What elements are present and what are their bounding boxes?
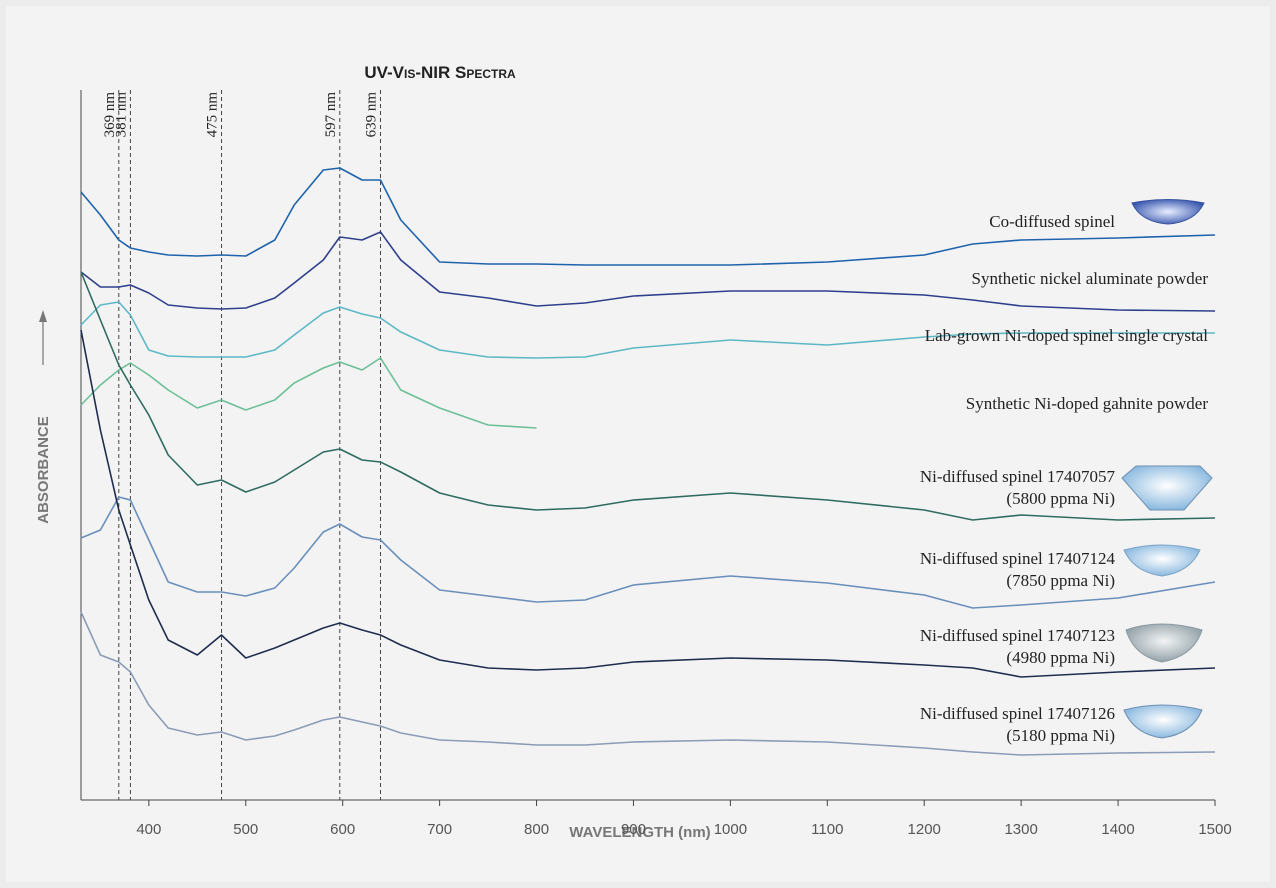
y-axis-label: ABSORBANCE xyxy=(35,416,52,524)
marker-label: 381 nm xyxy=(113,92,129,138)
x-tick-label: 1300 xyxy=(1004,821,1037,838)
y-arrow xyxy=(39,310,47,365)
x-tick-label: 500 xyxy=(233,821,258,838)
series-label: Co-diffused spinel xyxy=(989,212,1115,231)
series-note: (5800 ppma Ni) xyxy=(1006,489,1115,508)
series-note: (5180 ppma Ni) xyxy=(1006,726,1115,745)
series-label: Ni-diffused spinel 17407123 xyxy=(920,626,1115,645)
gem-icons xyxy=(1121,199,1213,739)
spectrum-line xyxy=(80,496,1216,609)
spectrum-line xyxy=(80,301,1215,359)
spectrum-line xyxy=(80,231,1216,312)
spectrum-line xyxy=(80,167,1216,266)
spectrum-line xyxy=(80,271,1216,521)
series-label: Ni-diffused spinel 17407057 xyxy=(920,467,1116,486)
x-axis-label: WAVELENGTH (nm) xyxy=(569,824,710,841)
spectrum-line xyxy=(80,357,537,429)
series-label: Ni-diffused spinel 17407126 xyxy=(920,704,1115,723)
spectrum-line xyxy=(80,329,1216,678)
x-tick-label: 1500 xyxy=(1198,821,1231,838)
x-tick-label: 600 xyxy=(330,821,355,838)
x-tick-label: 1400 xyxy=(1101,821,1134,838)
panel xyxy=(6,6,1270,882)
series-note: (4980 ppma Ni) xyxy=(1006,648,1115,667)
x-tick-label: 700 xyxy=(427,821,452,838)
marker-label: 597 nm xyxy=(323,92,339,138)
x-tick-label: 1200 xyxy=(908,821,941,838)
x-tick-label: 400 xyxy=(136,821,161,838)
marker-label: 369 nm xyxy=(102,92,118,138)
series-label: Synthetic nickel aluminate powder xyxy=(971,269,1208,288)
marker-label: 475 nm xyxy=(205,92,221,138)
x-tick-label: 1000 xyxy=(714,821,747,838)
series-label: Ni-diffused spinel 17407124 xyxy=(920,549,1116,568)
series-label: Synthetic Ni-doped gahnite powder xyxy=(966,394,1209,413)
marker-label: 639 nm xyxy=(363,92,379,138)
x-tick-label: 800 xyxy=(524,821,549,838)
spectrum-line xyxy=(80,611,1216,756)
chart-title: UV-Vis-NIR Spectra xyxy=(364,63,516,82)
series-label: Lab-grown Ni-doped spinel single crystal xyxy=(925,326,1209,345)
series-note: (7850 ppma Ni) xyxy=(1006,571,1115,590)
x-tick-label: 1100 xyxy=(811,821,843,838)
x-tick-label: 900 xyxy=(621,821,646,838)
